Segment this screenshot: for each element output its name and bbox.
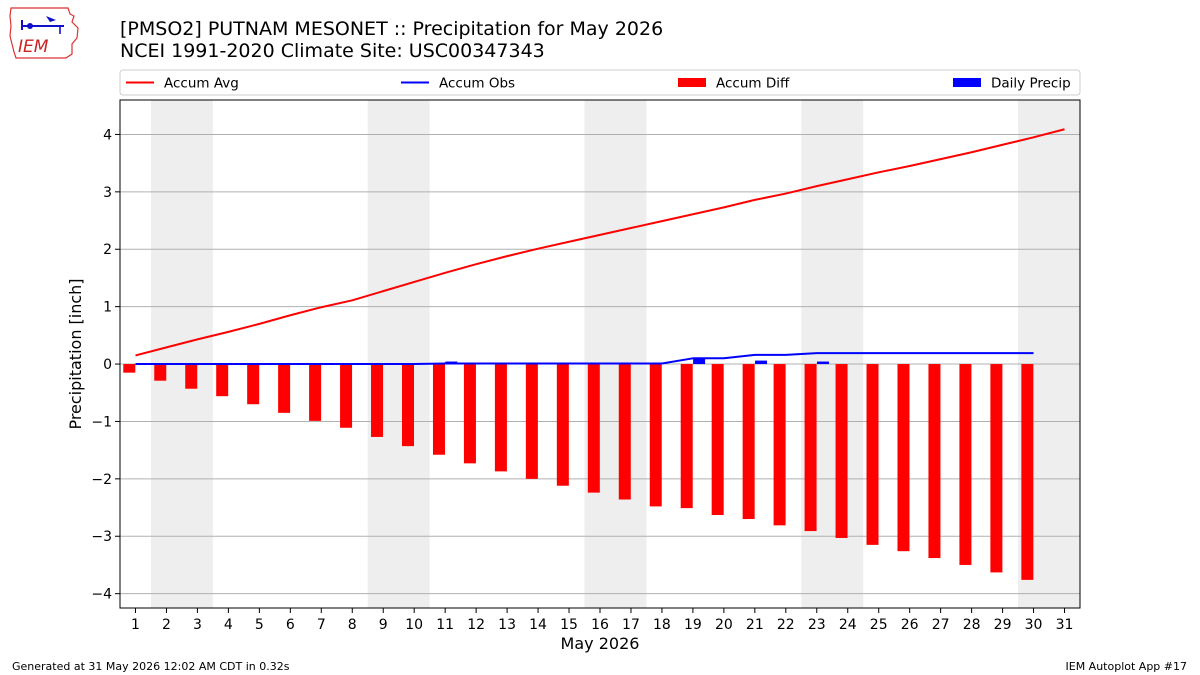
accum-diff-bar bbox=[928, 364, 941, 559]
x-tick-label: 1 bbox=[131, 617, 140, 633]
x-tick-label: 18 bbox=[653, 617, 671, 633]
x-tick-label: 5 bbox=[255, 617, 264, 633]
y-axis-label: Precipitation [inch] bbox=[66, 278, 85, 429]
y-tick-label: 0 bbox=[103, 357, 112, 373]
x-tick-label: 6 bbox=[286, 617, 295, 633]
x-tick-label: 7 bbox=[317, 617, 326, 633]
legend-swatch bbox=[953, 78, 981, 87]
legend-entry: Daily Precip bbox=[953, 76, 1071, 92]
x-tick-label: 13 bbox=[498, 617, 516, 633]
accum-diff-bar bbox=[278, 364, 291, 413]
y-tick-label: 2 bbox=[103, 242, 112, 258]
iowa-outline-shape bbox=[9, 7, 79, 59]
y-tick-label: −2 bbox=[91, 472, 112, 488]
x-tick-label: 17 bbox=[622, 617, 640, 633]
accum-diff-bar bbox=[773, 364, 786, 526]
accum-diff-bar bbox=[587, 364, 600, 493]
accum-diff-bar bbox=[216, 364, 229, 397]
legend-entry: Accum Obs bbox=[401, 76, 515, 92]
y-tick-label: −1 bbox=[91, 414, 112, 430]
x-tick-label: 27 bbox=[932, 617, 950, 633]
accum-diff-bar bbox=[618, 364, 631, 500]
daily-precip-bar bbox=[693, 358, 706, 365]
chart-title: [PMSO2] PUTNAM MESONET :: Precipitation … bbox=[120, 18, 664, 40]
accum-diff-bar bbox=[556, 364, 569, 486]
x-tick-label: 20 bbox=[715, 617, 733, 633]
x-tick-label: 15 bbox=[560, 617, 578, 633]
y-tick-label: −4 bbox=[91, 587, 112, 603]
accum-diff-bar bbox=[154, 364, 167, 381]
y-tick-label: 1 bbox=[103, 300, 112, 316]
x-tick-label: 10 bbox=[405, 617, 423, 633]
x-tick-label: 23 bbox=[808, 617, 826, 633]
legend-label: Accum Diff bbox=[716, 76, 790, 92]
accum-diff-bar bbox=[711, 364, 724, 516]
accum-obs-line bbox=[135, 352, 1034, 366]
accum-diff-bar bbox=[340, 364, 353, 428]
accum-diff-bar bbox=[371, 364, 384, 437]
accum-diff-bar bbox=[804, 364, 817, 532]
x-tick-label: 9 bbox=[379, 617, 388, 633]
legend-label: Accum Avg bbox=[164, 76, 239, 92]
legend-label: Accum Obs bbox=[439, 76, 515, 92]
accum-diff-bar bbox=[185, 364, 198, 389]
accum-diff-bar bbox=[1021, 364, 1034, 580]
accum-diff-bar bbox=[525, 364, 538, 479]
accum-diff-bar bbox=[959, 364, 972, 565]
y-tick-label: 4 bbox=[103, 127, 112, 143]
x-tick-label: 4 bbox=[224, 617, 233, 633]
x-tick-label: 3 bbox=[193, 617, 202, 633]
chart-subtitle: NCEI 1991-2020 Climate Site: USC00347343 bbox=[120, 40, 545, 62]
weekend-shade bbox=[367, 100, 430, 608]
legend bbox=[119, 69, 1081, 96]
accum-diff-bar bbox=[680, 364, 693, 509]
footer-generated-text: Generated at 31 May 2026 12:02 AM CDT in… bbox=[12, 660, 290, 673]
legend-entry: Accum Avg bbox=[126, 76, 239, 92]
daily-precip-bar bbox=[755, 360, 768, 365]
x-tick-label: 19 bbox=[684, 617, 702, 633]
weekend-shade bbox=[584, 100, 647, 608]
accum-diff-bar bbox=[649, 364, 662, 507]
x-tick-label: 14 bbox=[529, 617, 547, 633]
accum-diff-bar bbox=[866, 364, 879, 545]
accum-diff-bar bbox=[463, 364, 476, 464]
weekend-shade bbox=[150, 100, 213, 608]
legend-label: Daily Precip bbox=[991, 76, 1071, 92]
x-tick-label: 26 bbox=[901, 617, 919, 633]
accum-diff-bar bbox=[309, 364, 322, 421]
accum-diff-bar bbox=[990, 364, 1003, 573]
accum-avg-line bbox=[135, 128, 1065, 357]
x-axis-label: May 2026 bbox=[561, 634, 640, 653]
legend-swatch bbox=[678, 78, 706, 87]
x-tick-label: 12 bbox=[467, 617, 485, 633]
x-tick-label: 2 bbox=[162, 617, 171, 633]
x-tick-label: 29 bbox=[994, 617, 1012, 633]
x-tick-label: 25 bbox=[870, 617, 888, 633]
y-tick-label: 3 bbox=[103, 185, 112, 201]
y-tick-label: −3 bbox=[91, 529, 112, 545]
x-tick-label: 21 bbox=[746, 617, 764, 633]
accum-diff-bar bbox=[123, 364, 136, 373]
legend-entry: Accum Diff bbox=[678, 76, 790, 92]
accum-diff-bar bbox=[742, 364, 755, 520]
x-tick-label: 16 bbox=[591, 617, 609, 633]
x-tick-label: 30 bbox=[1025, 617, 1043, 633]
x-tick-label: 31 bbox=[1056, 617, 1074, 633]
accum-diff-bar bbox=[835, 364, 848, 538]
daily-precip-bar bbox=[816, 361, 829, 365]
accum-diff-bar bbox=[432, 364, 445, 455]
x-tick-label: 24 bbox=[839, 617, 857, 633]
accum-diff-bar bbox=[402, 364, 414, 447]
accum-diff-bar bbox=[494, 364, 507, 472]
iem-logo: IEM bbox=[9, 7, 79, 59]
x-tick-label: 11 bbox=[436, 617, 454, 633]
accum-diff-bar bbox=[247, 364, 260, 405]
x-tick-label: 22 bbox=[777, 617, 795, 633]
footer-app-label: IEM Autoplot App #17 bbox=[1065, 660, 1188, 673]
logo-text: IEM bbox=[18, 37, 49, 57]
x-tick-label: 28 bbox=[963, 617, 981, 633]
accum-diff-bar bbox=[897, 364, 910, 552]
x-tick-label: 8 bbox=[348, 617, 357, 633]
